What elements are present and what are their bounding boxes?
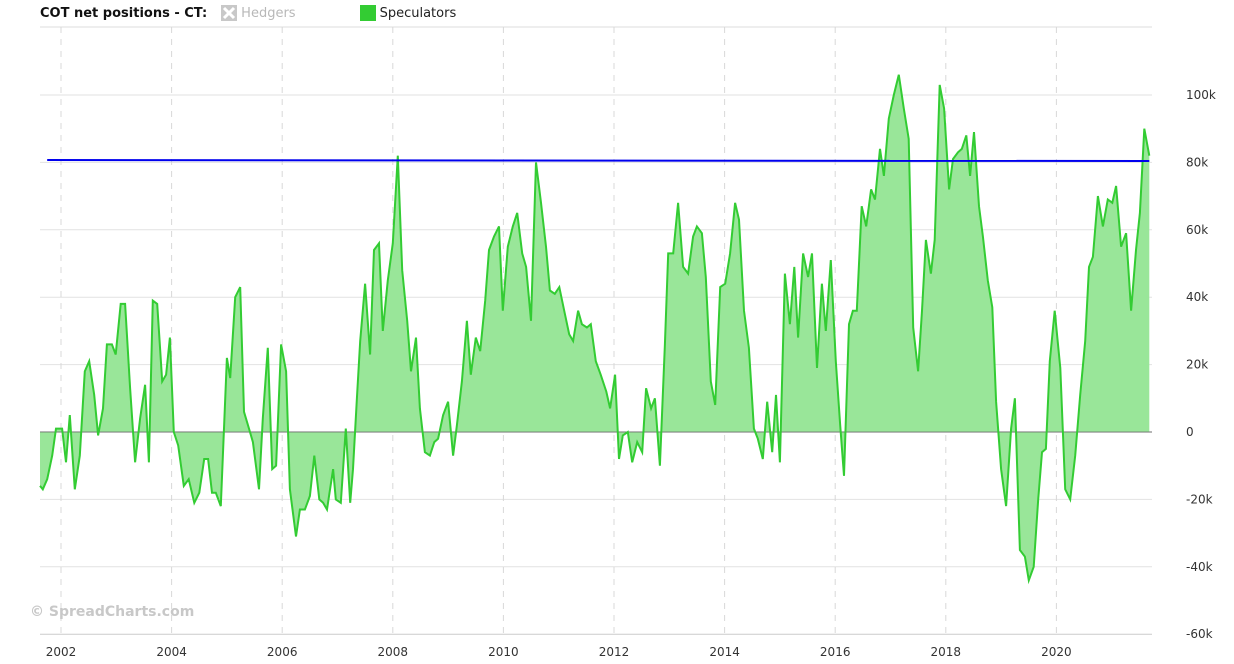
- x-tick-label: 2020: [1041, 645, 1072, 659]
- x-tick-label: 2004: [156, 645, 187, 659]
- legend-label-speculators: Speculators: [379, 5, 457, 21]
- x-tick-label: 2014: [709, 645, 740, 659]
- y-tick-label: -60k: [1186, 627, 1213, 641]
- y-tick-label: 100k: [1186, 88, 1216, 102]
- reference-line: [47, 159, 1150, 163]
- x-tick-label: 2006: [267, 645, 298, 659]
- speculators-line: [39, 74, 1151, 585]
- y-tick-label: 20k: [1186, 358, 1208, 372]
- x-tick-label: 2016: [820, 645, 851, 659]
- legend-label-hedgers: Hedgers: [241, 5, 296, 21]
- x-tick-label: 2018: [931, 645, 962, 659]
- y-tick-label: -20k: [1186, 492, 1213, 506]
- watermark: © SpreadCharts.com: [30, 604, 195, 620]
- y-tick-label: 0: [1186, 425, 1194, 439]
- hidden-x-icon: [221, 5, 238, 21]
- y-tick-label: -40k: [1186, 560, 1213, 574]
- x-tick-label: 2008: [378, 645, 409, 659]
- legend-item-speculators[interactable]: Speculators: [359, 5, 457, 21]
- x-tick-label: 2002: [46, 645, 77, 659]
- y-tick-label: 80k: [1186, 155, 1208, 169]
- x-tick-label: 2010: [488, 645, 519, 659]
- speculators-swatch: [359, 5, 376, 21]
- legend-item-hedgers[interactable]: Hedgers: [221, 5, 296, 21]
- y-tick-label: 60k: [1186, 223, 1208, 237]
- speculators-area: [39, 74, 1150, 581]
- legend: COT net positions - CT: Hedgers Speculat…: [40, 5, 456, 21]
- x-tick-label: 2012: [599, 645, 630, 659]
- y-tick-label: 40k: [1186, 290, 1208, 304]
- chart-title: COT net positions - CT:: [40, 5, 208, 21]
